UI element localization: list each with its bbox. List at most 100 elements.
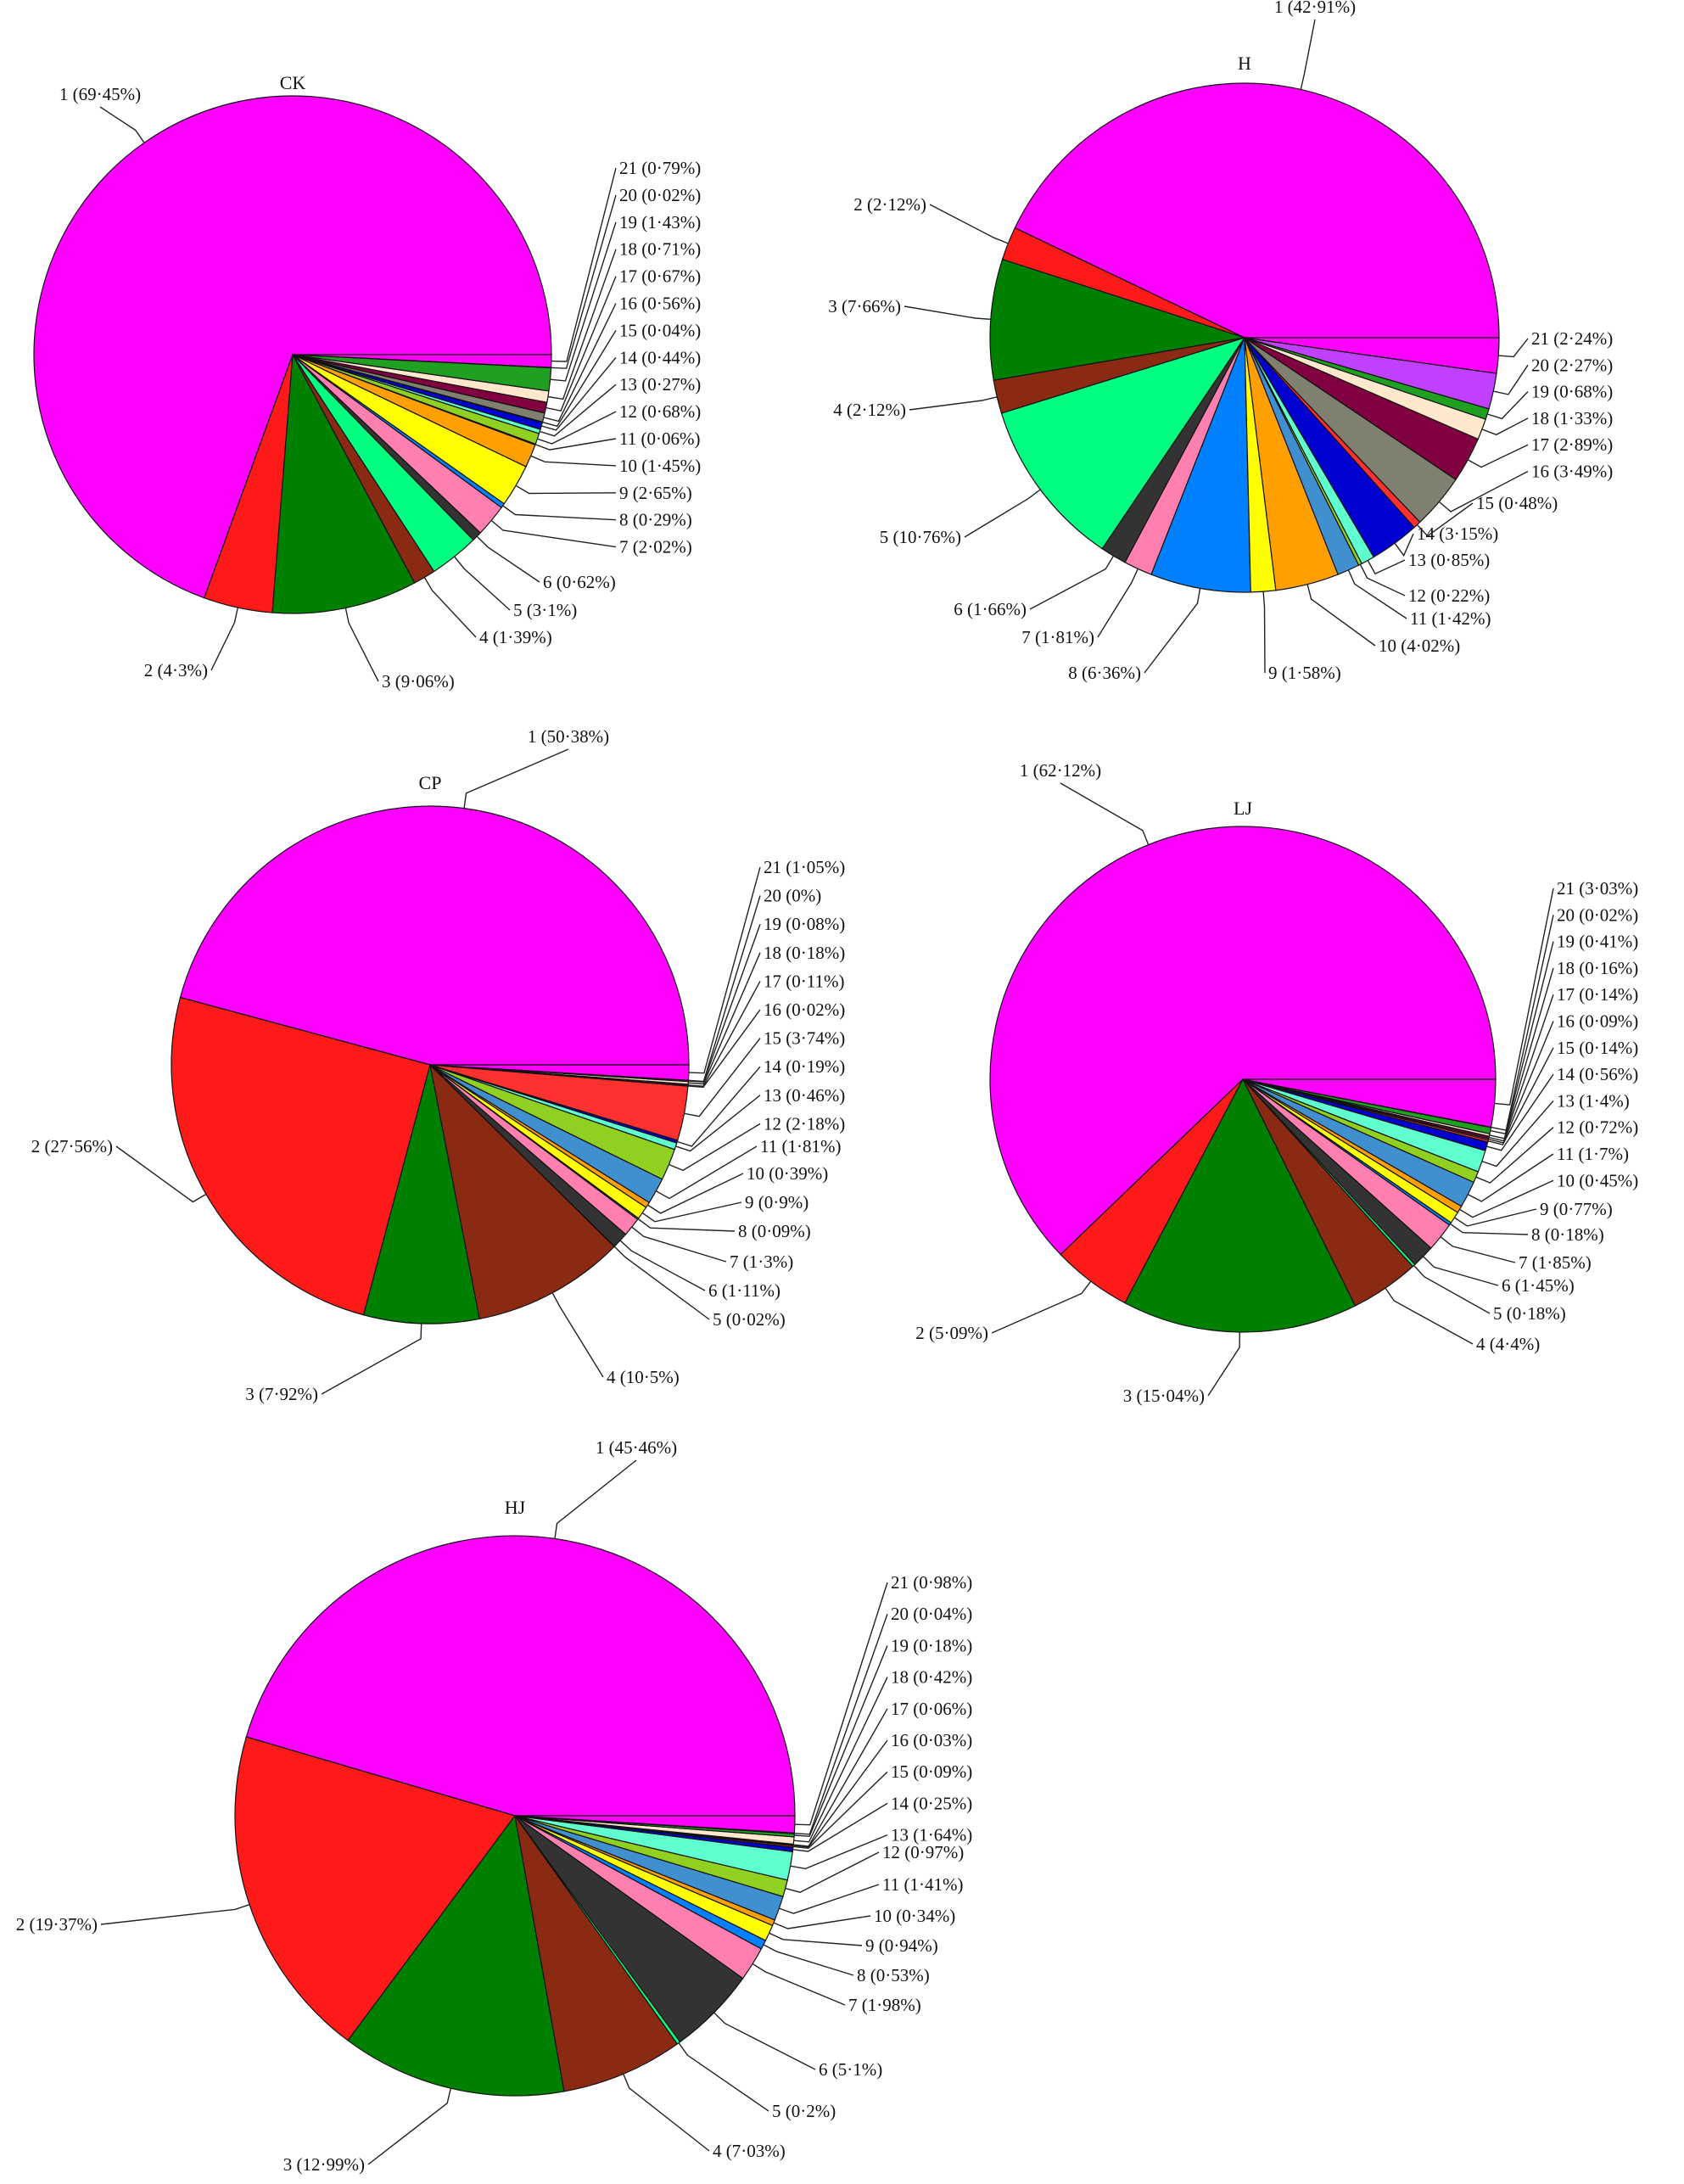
leader-line — [1481, 417, 1529, 436]
leader-line — [637, 1218, 736, 1232]
leader-line — [1491, 915, 1554, 1131]
leader-line — [1450, 1223, 1529, 1235]
slice-label: 15 (0·09%) — [891, 1761, 972, 1782]
slice-label: 6 (1·45%) — [1502, 1275, 1575, 1296]
pie-slice-1 — [1014, 82, 1500, 339]
leader-line — [545, 276, 617, 412]
leader-line — [647, 1173, 744, 1214]
slice-label: 17 (2·89%) — [1531, 434, 1613, 455]
leader-line — [1459, 1179, 1554, 1218]
leader-line — [1097, 568, 1139, 638]
leader-line — [534, 438, 617, 451]
slice-label: 5 (3·1%) — [513, 600, 577, 620]
slice-label: 12 (0·68%) — [619, 401, 701, 422]
slice-label: 6 (1·11%) — [708, 1280, 780, 1301]
slice-label: 10 (0·34%) — [874, 1906, 955, 1926]
leader-line — [763, 1944, 854, 1976]
slice-label: 14 (0·56%) — [1557, 1064, 1638, 1084]
leader-line — [688, 981, 761, 1087]
leader-line — [1475, 1127, 1554, 1184]
slice-label: 3 (15·04%) — [1123, 1386, 1205, 1406]
leader-line — [541, 356, 617, 431]
leader-line — [675, 1095, 761, 1152]
leader-line — [463, 748, 569, 809]
leader-line — [530, 455, 617, 467]
slice-label: 9 (0·9%) — [745, 1192, 808, 1212]
leader-line — [769, 1932, 863, 1946]
slice-label: 11 (0·06%) — [619, 428, 700, 449]
slice-label: 12 (2·18%) — [764, 1113, 845, 1134]
leader-line — [713, 2012, 816, 2070]
leader-line — [537, 411, 617, 445]
leader-line — [641, 1201, 742, 1223]
slice-label: 16 (0·56%) — [619, 294, 701, 314]
slice-label: 14 (3·15%) — [1417, 524, 1498, 544]
slice-label: 1 (50·38%) — [528, 726, 609, 747]
leader-line — [794, 1582, 888, 1826]
slice-label: 19 (0·18%) — [891, 1635, 972, 1655]
leader-line — [1440, 1236, 1516, 1263]
slice-label: 9 (1·58%) — [1268, 663, 1341, 683]
leader-line — [502, 505, 617, 521]
slice-label: 3 (9·06%) — [382, 671, 455, 692]
slice-label: 11 (1·7%) — [1557, 1144, 1629, 1164]
leader-line — [542, 330, 617, 428]
leader-line — [423, 577, 477, 638]
leader-line — [1359, 563, 1406, 596]
leader-line — [1488, 1021, 1554, 1144]
leader-line — [773, 1915, 871, 1929]
leader-line — [1207, 1331, 1241, 1397]
slice-label: 11 (1·81%) — [760, 1136, 841, 1156]
leader-line — [1385, 1287, 1474, 1345]
slice-label: 4 (7·03%) — [713, 2141, 786, 2161]
slice-label: 7 (2·02%) — [619, 537, 692, 557]
pie-chart-ck: CK 1 (69·45%) 2 (4·3%) 3 (9·06%) 4 (1·39%) 5 … — [33, 72, 701, 692]
leader-line — [688, 866, 761, 1074]
leader-line — [909, 396, 998, 411]
leader-line — [210, 607, 238, 671]
slice-label: 15 (3·74%) — [764, 1028, 845, 1049]
leader-line — [1489, 967, 1554, 1140]
leader-line — [515, 484, 617, 495]
pie-slice-1 — [245, 1535, 796, 1817]
slice-label: 8 (0·53%) — [857, 1965, 930, 1985]
slice-label: 19 (0·41%) — [1557, 932, 1638, 952]
leader-line — [554, 1459, 637, 1539]
pie-slice-5 — [1000, 336, 1246, 550]
slice-label: 2 (5·09%) — [915, 1323, 988, 1343]
slice-label: 3 (7·66%) — [828, 296, 901, 316]
leader-line — [793, 1677, 888, 1843]
leader-line — [991, 1280, 1092, 1334]
slice-label: 16 (0·09%) — [1557, 1011, 1638, 1032]
leader-line — [964, 489, 1041, 538]
slice-label: 2 (27·56%) — [31, 1136, 113, 1156]
leader-line — [1367, 559, 1406, 575]
leader-line — [1306, 584, 1376, 647]
slice-label: 6 (5·1%) — [819, 2059, 882, 2080]
slice-label: 11 (1·41%) — [882, 1874, 963, 1895]
slice-label: 16 (0·02%) — [764, 1000, 845, 1020]
pie-chart-lj: LJ 1 (62·12%) 2 (5·09%) 3 (15·04%) 4 (4·4%) 5… — [915, 760, 1638, 1406]
slice-label: 7 (1·98%) — [848, 1995, 921, 2015]
slice-label: 14 (0·44%) — [619, 347, 701, 367]
leader-line — [1486, 391, 1529, 420]
leader-line — [454, 556, 511, 611]
pie-slice-3 — [989, 258, 1245, 381]
slice-label: 18 (1·33%) — [1531, 408, 1613, 428]
slice-label: 19 (0·68%) — [1531, 382, 1613, 402]
leader-line — [904, 305, 991, 320]
leader-line — [1481, 1100, 1554, 1168]
slice-label: 11 (1·42%) — [1410, 608, 1491, 629]
leader-line — [367, 2088, 451, 2165]
slice-label: 19 (0·08%) — [764, 914, 845, 934]
slice-label: 17 (0·11%) — [764, 971, 844, 991]
leader-line — [688, 952, 761, 1085]
slice-label: 3 (12·99%) — [283, 2154, 365, 2175]
pie-slice-1 — [179, 805, 690, 1066]
leader-line — [1416, 502, 1474, 537]
slice-label: 1 (42·91%) — [1274, 0, 1356, 17]
slice-label: 17 (0·06%) — [891, 1699, 972, 1719]
slice-label: 9 (2·65%) — [619, 483, 692, 503]
leader-line — [344, 608, 379, 682]
